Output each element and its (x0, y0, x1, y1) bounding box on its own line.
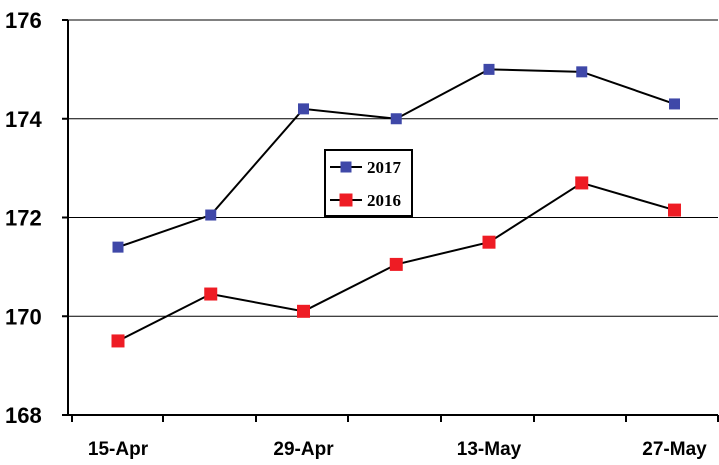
data-point (112, 241, 124, 253)
data-point (669, 98, 680, 110)
data-point (576, 66, 588, 78)
legend-label: 2017 (367, 158, 402, 177)
x-tick-label: 27-May (642, 439, 707, 460)
data-point (575, 176, 589, 190)
y-tick-label: 168 (5, 403, 42, 428)
data-point (297, 304, 310, 318)
series-2016 (111, 176, 681, 348)
data-point (111, 334, 125, 348)
series-group (111, 63, 681, 348)
data-point (298, 103, 309, 115)
data-point (483, 63, 495, 75)
legend-swatch (339, 193, 353, 207)
data-point (389, 257, 403, 271)
y-tick-label: 172 (5, 206, 42, 231)
x-axis-ticks: 15-Apr 29-Apr 13-May 27-May (71, 415, 719, 460)
y-tick-label: 176 (5, 8, 42, 33)
data-point (668, 203, 681, 217)
y-tick-label: 170 (5, 304, 42, 329)
legend-swatch (340, 161, 352, 173)
data-point (204, 287, 218, 301)
data-point (390, 113, 402, 125)
data-point (205, 209, 217, 221)
x-tick-label: 15-Apr (88, 439, 149, 460)
legend: 2017 2016 (324, 149, 413, 217)
series-2017 (112, 63, 680, 253)
y-axis-ticks: 168 170 172 174 176 (5, 8, 68, 428)
data-point (482, 235, 496, 249)
x-tick-label: 29-Apr (273, 439, 334, 460)
legend-label: 2016 (367, 191, 401, 210)
x-tick-label: 13-May (457, 439, 522, 460)
y-tick-label: 174 (5, 107, 42, 132)
